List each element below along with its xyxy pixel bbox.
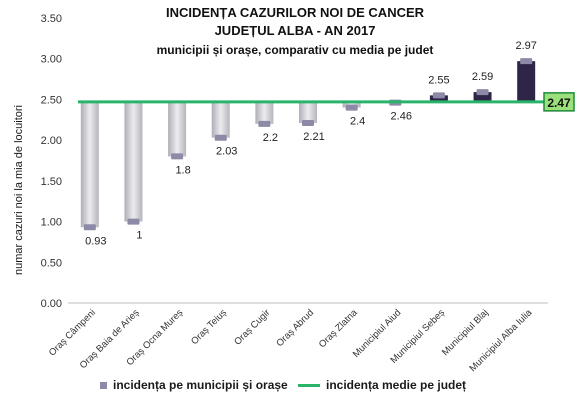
y-axis-label-wrap: numar cazuri noi la mia de locuitori xyxy=(12,70,26,310)
x-category-label: Oraș Zlatna xyxy=(317,307,360,350)
y-tick-label: 1.50 xyxy=(41,176,62,188)
bar xyxy=(517,61,536,102)
y-tick-label: 1.00 xyxy=(41,217,62,229)
value-label: 1.8 xyxy=(175,164,190,176)
y-tick-label: 2.50 xyxy=(41,94,62,106)
value-label: 2.46 xyxy=(391,111,412,123)
value-label: 2.59 xyxy=(472,71,493,83)
legend-average-label: incidența medie pe județ xyxy=(326,378,467,392)
average-value-box xyxy=(543,92,575,112)
bar-cap xyxy=(345,104,358,111)
bar xyxy=(429,95,448,102)
chart-subtitle-year: JUDEȚUL ALBA - AN 2017 xyxy=(214,23,376,38)
bar-cap xyxy=(520,58,533,65)
average-value-label: 2.47 xyxy=(547,96,571,110)
bar xyxy=(168,101,187,157)
bar-cap xyxy=(476,89,489,96)
chart-title: INCIDENȚA CAZURILOR NOI DE CANCER xyxy=(165,5,425,20)
bar xyxy=(255,101,274,124)
bar xyxy=(299,101,317,124)
legend-bar-swatch xyxy=(100,381,107,389)
x-category-label: Oraș Cugir xyxy=(232,307,272,347)
y-tick-label: 0.00 xyxy=(41,298,62,310)
bar xyxy=(80,101,99,228)
bar-cap xyxy=(258,120,271,127)
value-label: 2.4 xyxy=(350,116,365,128)
bar-cap xyxy=(214,134,227,141)
bar xyxy=(473,92,492,102)
bar-cap xyxy=(302,120,314,127)
bar-cap xyxy=(171,153,184,160)
legend-bars-label: incidența pe municipii și orașe xyxy=(113,378,288,392)
x-category-label: Oraș Abrud xyxy=(274,307,316,349)
bar xyxy=(124,101,143,222)
legend-bars: incidența pe municipii și orașe xyxy=(100,378,288,392)
value-label: 2.21 xyxy=(303,131,324,143)
value-label: 0.93 xyxy=(85,235,106,247)
value-label: 2.2 xyxy=(263,132,278,144)
bar-cap xyxy=(83,224,96,231)
value-label: 2.03 xyxy=(216,146,237,158)
y-tick-label: 3.50 xyxy=(41,13,62,25)
y-tick-label: 2.00 xyxy=(41,135,62,147)
y-tick-label: 3.00 xyxy=(41,54,62,66)
y-axis-label: numar cazuri noi la mia de locuitori xyxy=(13,105,25,275)
bar xyxy=(211,101,230,138)
legend-average: incidența medie pe județ xyxy=(298,378,466,392)
legend-line-swatch xyxy=(298,383,320,387)
bar-cap xyxy=(432,92,445,99)
x-category-label: Oraș Teiuș xyxy=(189,307,229,347)
chart-subtitle-scope: municipii și orașe, comparativ cu media … xyxy=(156,43,434,57)
bar-cap xyxy=(127,218,140,225)
value-label: 2.55 xyxy=(428,74,449,86)
value-label: 1 xyxy=(136,230,142,242)
value-label: 2.97 xyxy=(515,40,536,52)
y-tick-label: 0.50 xyxy=(41,257,62,269)
